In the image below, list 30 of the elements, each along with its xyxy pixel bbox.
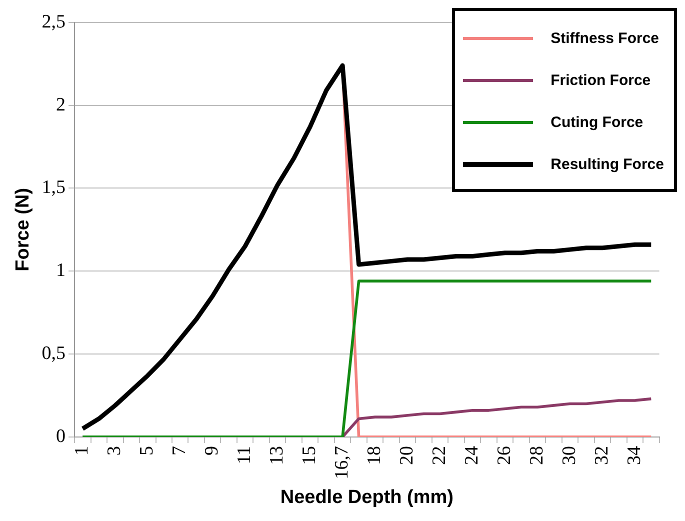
x-tick-label: 7	[169, 446, 190, 456]
y-tick-label: 1,5	[42, 177, 66, 198]
x-tick-label: 11	[234, 446, 256, 464]
legend-label: Resulting Force	[550, 156, 664, 172]
x-tick-label: 16,7	[332, 446, 353, 480]
x-tick-label: 26	[494, 446, 515, 465]
legend-label: Friction Force	[550, 72, 651, 88]
legend-label: Cuting Force	[550, 114, 644, 130]
x-tick-label: 1	[72, 446, 93, 456]
x-tick-label: 15	[299, 446, 320, 465]
y-tick-label: 2	[56, 94, 66, 116]
legend-label: Stiffness Force	[550, 30, 660, 46]
x-tick-label: 13	[266, 446, 288, 465]
y-tick-label: 0,5	[42, 343, 66, 364]
y-axis-title: Force (N)	[12, 188, 34, 272]
x-tick-label: 9	[202, 446, 223, 456]
x-tick-label: 30	[558, 446, 580, 465]
y-tick-label: 1	[56, 260, 66, 282]
x-tick-label: 18	[364, 446, 386, 465]
x-tick-label: 22	[428, 446, 450, 465]
x-tick-label: 5	[136, 446, 158, 456]
x-tick-label: 28	[526, 446, 548, 465]
x-axis-title: Needle Depth (mm)	[280, 486, 454, 508]
y-tick-label: 0	[56, 426, 66, 447]
y-tick-label: 2,5	[42, 11, 66, 32]
x-tick-label: 3	[104, 446, 126, 456]
x-tick-label: 32	[591, 446, 612, 465]
x-tick-label: 34	[624, 445, 645, 465]
x-tick-label: 24	[461, 445, 482, 465]
x-tick-label: 20	[396, 446, 418, 465]
